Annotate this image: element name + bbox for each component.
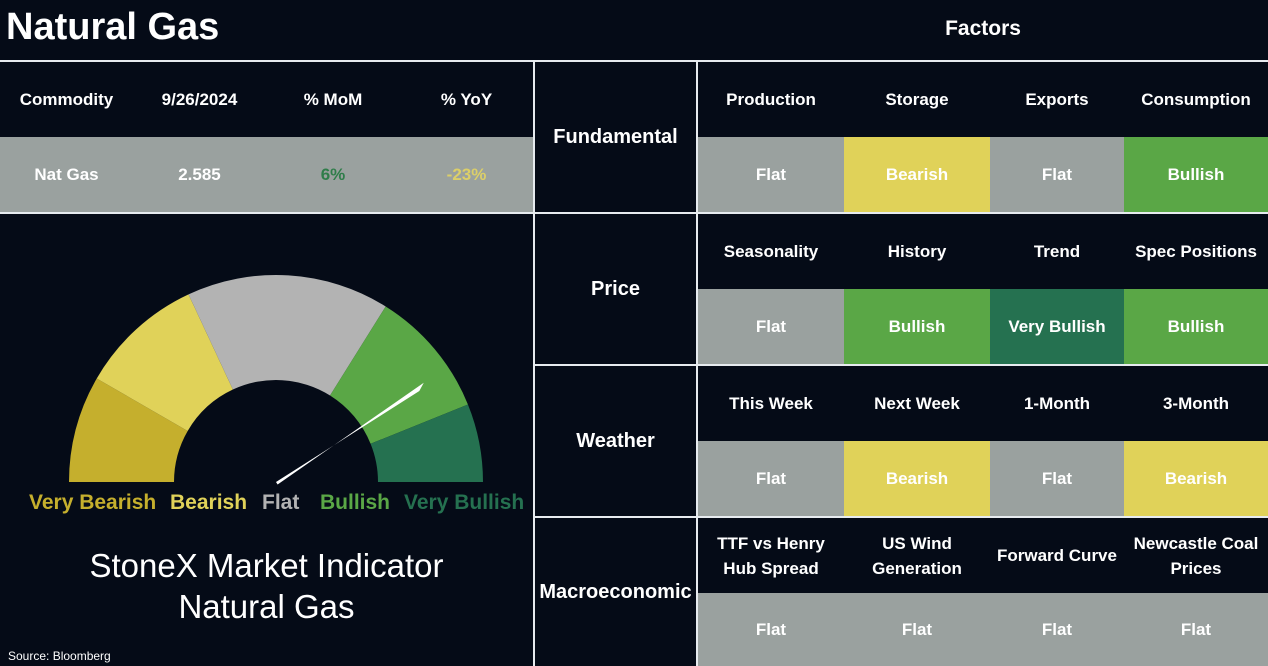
factor-header: Consumption — [1141, 90, 1251, 109]
mom-header: % MoM — [303, 90, 363, 109]
gauge-segment-flat — [188, 274, 386, 396]
gauge-segment-very-bullish — [370, 404, 483, 482]
factor-header: Storage — [885, 90, 949, 109]
gauge-segment-very-bearish — [69, 378, 188, 482]
category-price: Price — [591, 277, 640, 300]
factor-rating: Flat — [698, 137, 844, 212]
factor-header: Forward Curve — [997, 546, 1117, 565]
factor-header: Next Week — [874, 394, 960, 413]
factor-rating: Flat — [1124, 593, 1268, 666]
commodity-yoy: -23% — [446, 164, 487, 184]
category-weather: Weather — [576, 429, 655, 452]
factor-header: History — [887, 242, 947, 261]
indicator-title-line2: Natural Gas — [178, 588, 355, 625]
divider-row-1 — [535, 212, 1268, 214]
gauge-label-bearish: Bearish — [170, 491, 248, 514]
indicator-title-line1: StoneX Market Indicator — [89, 547, 444, 584]
divider-top — [0, 60, 1268, 62]
commodity-name: Nat Gas — [34, 164, 99, 184]
gauge-label-bullish: Bullish — [320, 491, 391, 514]
commodity-row-bg — [0, 137, 533, 212]
commodity-header: Commodity — [19, 90, 114, 109]
source-note: Source: Bloomberg — [8, 649, 111, 663]
factor-header: This Week — [729, 394, 813, 413]
divider-left-mid — [0, 212, 535, 214]
factor-rating: Bullish — [1124, 289, 1268, 364]
gauge-label-very-bullish: Very Bullish — [404, 491, 525, 514]
factor-rating: Bearish — [844, 137, 990, 212]
factor-header: Exports — [1025, 90, 1089, 109]
factor-rating: Flat — [990, 593, 1124, 666]
divider-left-right — [533, 60, 535, 666]
factor-header: 1-Month — [1023, 394, 1091, 413]
factor-rating: Flat — [698, 441, 844, 516]
factor-rating: Very Bullish — [990, 289, 1124, 364]
factor-header: TTF vs Henry Hub Spread — [717, 533, 825, 578]
factor-rating: Flat — [990, 137, 1124, 212]
divider-category — [696, 60, 698, 666]
factor-header: Seasonality — [723, 242, 819, 261]
factor-rating: Flat — [698, 289, 844, 364]
divider-row-2 — [535, 364, 1268, 366]
factor-rating: Bullish — [844, 289, 990, 364]
factor-rating: Bullish — [1124, 137, 1268, 212]
page-title: Natural Gas — [6, 6, 220, 48]
factor-rating: Flat — [698, 593, 844, 666]
factor-header: Spec Positions — [1135, 242, 1257, 261]
divider-row-3 — [535, 516, 1268, 518]
yoy-header: % YoY — [440, 90, 493, 109]
category-macroeconomic: Macroeconomic — [539, 580, 692, 603]
gauge-segment-bearish — [96, 294, 233, 431]
gauge-needle — [276, 382, 424, 485]
commodity-mom: 6% — [320, 164, 346, 184]
factor-header: Trend — [1033, 242, 1081, 261]
factor-header: US Wind Generation — [872, 533, 962, 578]
commodity-price: 2.585 — [178, 164, 221, 184]
factor-header: Production — [726, 90, 816, 109]
factor-rating: Bearish — [1124, 441, 1268, 516]
gauge-segment-bullish — [330, 306, 468, 444]
factors-title: Factors — [945, 17, 1021, 40]
gauge-label-very-bearish: Very Bearish — [29, 491, 157, 514]
market-gauge — [69, 274, 483, 485]
factor-rating: Bearish — [844, 441, 990, 516]
factor-header: Newcastle Coal Prices — [1133, 533, 1259, 578]
factor-rating: Flat — [990, 441, 1124, 516]
gauge-label-flat: Flat — [262, 491, 300, 514]
category-fundamental: Fundamental — [553, 125, 678, 148]
factor-rating: Flat — [844, 593, 990, 666]
factor-header: 3-Month — [1162, 394, 1230, 413]
date-header: 9/26/2024 — [161, 90, 238, 109]
